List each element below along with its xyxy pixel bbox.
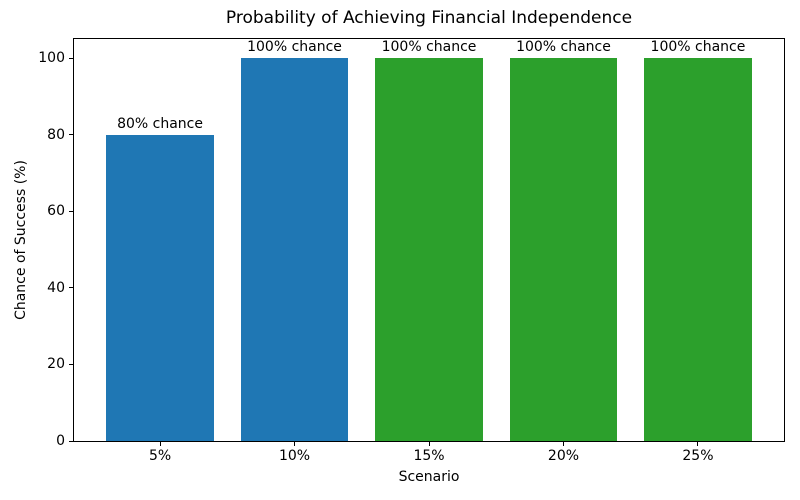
plot-area: 80% chance 5% 100% chance 10% 100% chance 15%… (38, 38, 785, 464)
bar-value-label: 80% chance (117, 115, 203, 132)
x-tick-label: 5% (148, 448, 172, 464)
bar (644, 58, 752, 441)
bar (240, 58, 349, 441)
y-axis-tick (69, 440, 74, 442)
bar-value-label: 100% chance (650, 39, 746, 56)
y-tick-label: 40 (47, 279, 65, 296)
x-tick-label: 10% (278, 448, 311, 464)
y-axis-tick (69, 287, 74, 289)
x-axis-tick (562, 441, 564, 446)
bar (509, 58, 618, 441)
bar-value-label: 100% chance (247, 39, 342, 56)
y-tick-label: 20 (47, 356, 65, 373)
x-axis-tick (294, 441, 296, 446)
x-axis-tick (428, 441, 430, 446)
y-axis-tick (69, 134, 74, 136)
x-tick-label: 25% (682, 448, 714, 464)
x-axis-label: Scenario (398, 469, 460, 485)
y-axis-label: Chance of Success (%) (13, 160, 29, 320)
chart-title: Probability of Achieving Financial Indep… (225, 8, 633, 28)
y-axis-tick (69, 210, 74, 212)
y-tick-label: 80 (47, 126, 65, 143)
x-axis-tick (159, 441, 161, 446)
bar (375, 58, 483, 441)
y-axis-tick (69, 363, 74, 365)
y-tick-label: 0 (56, 433, 65, 449)
x-axis-tick (697, 441, 699, 446)
x-tick-label: 15% (413, 448, 445, 464)
y-axis-tick (69, 57, 74, 59)
x-tick-label: 20% (547, 448, 580, 464)
y-tick-label: 100 (38, 50, 65, 67)
bar-value-label: 100% chance (516, 39, 611, 56)
bar (106, 134, 214, 441)
bar-value-label: 100% chance (381, 39, 477, 56)
y-tick-label: 60 (47, 203, 65, 220)
